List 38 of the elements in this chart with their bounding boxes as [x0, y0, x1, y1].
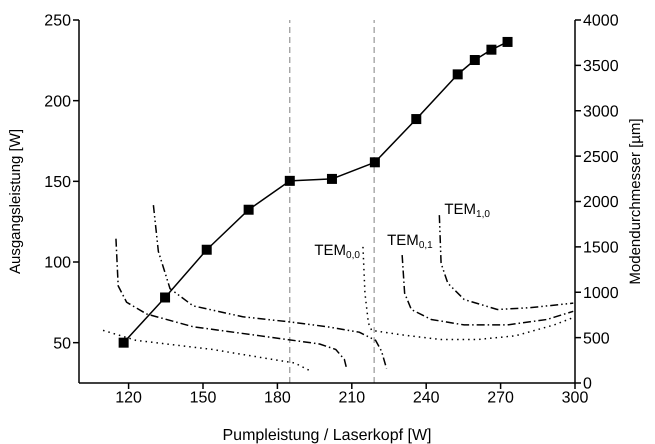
point: [452, 69, 463, 80]
y-tick-label: 150: [44, 174, 72, 192]
point: [370, 157, 380, 168]
point: [411, 114, 422, 124]
x-tick-label: 180: [264, 389, 291, 406]
y2-tick-label: 4000: [583, 12, 619, 30]
x-tick-label: 300: [562, 389, 588, 406]
point: [118, 338, 129, 348]
y2-tick-label: 2500: [583, 148, 619, 166]
y2-tick-label: 2000: [583, 194, 619, 212]
annotation: TEM$_{0,1}$: [387, 232, 434, 252]
point: [284, 176, 295, 186]
y-tick-label: 200: [44, 93, 72, 110]
x-tick-label: 150: [190, 389, 216, 406]
y2-tick-label: 1500: [583, 240, 619, 257]
x-tick-label: 270: [487, 389, 514, 406]
y-tick-label: 250: [44, 12, 72, 30]
x-tick-label: 240: [412, 389, 440, 406]
y-axis-title: Ausgangsleistung [W]: [7, 128, 24, 274]
annotation: TEM$_{1,0}$: [444, 201, 490, 220]
y-tick-label: 50: [53, 335, 72, 352]
y2-axis-title: Modendurchmesser [µm]: [627, 118, 644, 285]
annotation: TEM$_{0,0}$: [314, 242, 360, 261]
x-tick-label: 120: [115, 389, 142, 406]
y2-tick-label: 3500: [583, 58, 619, 76]
y2-tick-label: 1000: [583, 284, 619, 302]
x-axis-title: Pumpleistung / Laserkopf [W]: [222, 427, 432, 444]
y-tick-label: 100: [44, 254, 72, 272]
y2-tick-label: 500: [583, 330, 610, 348]
point: [486, 44, 496, 55]
point: [502, 36, 513, 47]
y2-tick-label: 3000: [583, 103, 619, 120]
x-tick-label: 210: [338, 389, 366, 406]
point: [160, 292, 170, 302]
point: [202, 244, 212, 255]
point: [326, 174, 337, 184]
point: [244, 204, 254, 215]
point: [470, 55, 480, 66]
